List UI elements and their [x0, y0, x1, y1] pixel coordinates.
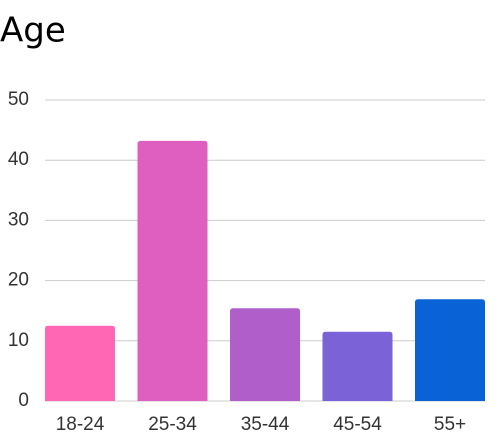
x-tick-label: 55+ [434, 414, 466, 435]
bar [45, 325, 115, 401]
y-tick-label: 20 [8, 270, 29, 291]
y-tick-label: 10 [8, 330, 29, 351]
bar [137, 140, 208, 401]
y-tick-label: 30 [8, 209, 29, 230]
x-tick-label: 45-54 [333, 414, 382, 435]
bar [322, 331, 393, 401]
bar [230, 308, 300, 401]
bar [415, 299, 485, 401]
y-tick-label: 50 [8, 89, 29, 110]
chart-title: Age [0, 11, 66, 51]
x-tick-label: 18-24 [56, 414, 105, 435]
y-tick-label: 40 [8, 149, 29, 170]
x-tick-label: 25-34 [148, 414, 197, 435]
y-tick-label: 0 [18, 390, 29, 411]
x-tick-label: 35-44 [241, 414, 290, 435]
